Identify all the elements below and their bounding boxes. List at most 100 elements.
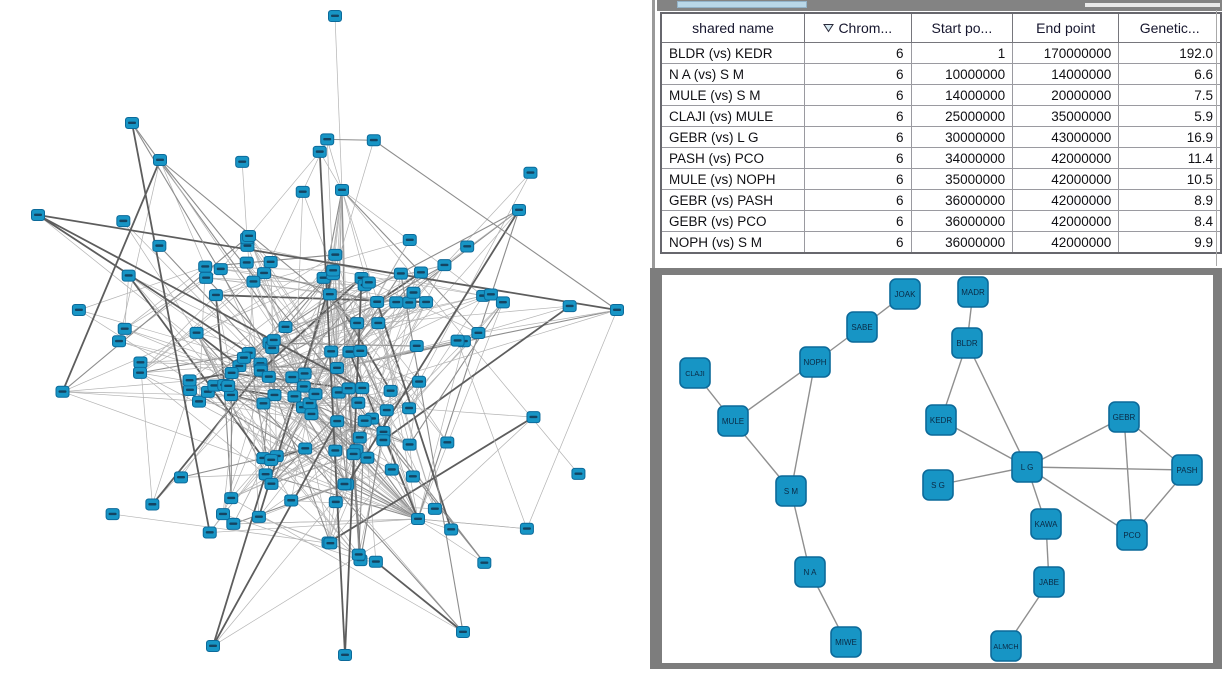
network-node[interactable] — [347, 449, 360, 460]
network-node[interactable] — [257, 398, 270, 409]
network-node[interactable] — [247, 276, 260, 287]
network-node[interactable] — [297, 381, 310, 392]
network-node[interactable] — [265, 454, 278, 465]
network-node[interactable] — [394, 268, 407, 279]
subnetwork-node-noph[interactable]: NOPH — [800, 347, 830, 377]
network-node[interactable] — [200, 272, 213, 283]
network-node[interactable] — [32, 210, 45, 221]
network-node[interactable] — [153, 240, 166, 251]
subnetwork-node-kawa[interactable]: KAWA — [1031, 509, 1061, 539]
subnetwork-node-almch[interactable]: ALMCH — [991, 631, 1021, 661]
network-node[interactable] — [243, 230, 256, 241]
subnetwork-node-n-a[interactable]: N A — [795, 557, 825, 587]
network-node[interactable] — [358, 415, 371, 426]
network-node[interactable] — [225, 367, 238, 378]
network-node[interactable] — [324, 538, 337, 549]
network-node[interactable] — [336, 185, 349, 196]
network-node[interactable] — [472, 328, 485, 339]
network-node[interactable] — [236, 156, 249, 167]
subnetwork-node-pash[interactable]: PASH — [1172, 455, 1202, 485]
network-node[interactable] — [329, 11, 342, 22]
network-node[interactable] — [126, 118, 139, 129]
network-node[interactable] — [56, 386, 69, 397]
network-node[interactable] — [496, 297, 509, 308]
network-node[interactable] — [354, 346, 367, 357]
network-node[interactable] — [175, 472, 188, 483]
network-node[interactable] — [288, 391, 301, 402]
subnetwork-node-s-g[interactable]: S G — [923, 470, 953, 500]
network-node[interactable] — [299, 443, 312, 454]
network-node[interactable] — [296, 186, 309, 197]
network-node[interactable] — [403, 234, 416, 245]
subnetwork-node-jabe[interactable]: JABE — [1034, 567, 1064, 597]
network-node[interactable] — [298, 368, 311, 379]
network-node[interactable] — [327, 265, 340, 276]
subnetwork-node-joak[interactable]: JOAK — [890, 279, 920, 309]
network-node[interactable] — [377, 435, 390, 446]
network-node[interactable] — [362, 277, 375, 288]
network-node[interactable] — [438, 260, 451, 271]
network-node[interactable] — [122, 270, 135, 281]
network-node[interactable] — [154, 155, 167, 166]
network-node[interactable] — [428, 503, 441, 514]
network-node[interactable] — [237, 352, 250, 363]
subnetwork-node-s-m[interactable]: S M — [776, 476, 806, 506]
network-node[interactable] — [279, 322, 292, 333]
network-node[interactable] — [351, 318, 364, 329]
network-node[interactable] — [527, 412, 540, 423]
network-node[interactable] — [72, 304, 85, 315]
filter-funnel-icon[interactable] — [823, 23, 834, 33]
column-header-4[interactable]: Genetic... — [1119, 13, 1221, 43]
network-node[interactable] — [413, 376, 426, 387]
network-node[interactable] — [331, 363, 344, 374]
network-node[interactable] — [524, 167, 537, 178]
network-node[interactable] — [325, 346, 338, 357]
network-node[interactable] — [420, 297, 433, 308]
network-node[interactable] — [478, 557, 491, 568]
network-node[interactable] — [361, 452, 374, 463]
network-node[interactable] — [457, 627, 470, 638]
network-node[interactable] — [513, 205, 526, 216]
subnetwork-node-pco[interactable]: PCO — [1117, 520, 1147, 550]
network-node[interactable] — [331, 416, 344, 427]
network-node[interactable] — [342, 383, 355, 394]
network-node[interactable] — [222, 380, 235, 391]
network-node[interactable] — [183, 375, 196, 386]
main-network-panel[interactable] — [0, 0, 652, 669]
subnetwork-node-kedr[interactable]: KEDR — [926, 405, 956, 435]
network-node[interactable] — [106, 509, 119, 520]
network-node[interactable] — [323, 289, 336, 300]
network-node[interactable] — [371, 296, 384, 307]
subnetwork-node-miwe[interactable]: MIWE — [831, 627, 861, 657]
network-node[interactable] — [563, 301, 576, 312]
network-node[interactable] — [520, 523, 533, 534]
column-header-2[interactable]: Start po... — [911, 13, 1013, 43]
network-node[interactable] — [190, 327, 203, 338]
network-node[interactable] — [352, 549, 365, 560]
network-node[interactable] — [441, 437, 454, 448]
network-node[interactable] — [390, 297, 403, 308]
network-node[interactable] — [207, 641, 220, 652]
network-node[interactable] — [484, 289, 497, 300]
network-node[interactable] — [240, 257, 253, 268]
network-node[interactable] — [329, 497, 342, 508]
network-node[interactable] — [265, 478, 278, 489]
network-node[interactable] — [134, 367, 147, 378]
subnetwork-node-claji[interactable]: CLAJI — [680, 358, 710, 388]
network-node[interactable] — [117, 216, 130, 227]
network-node[interactable] — [309, 389, 322, 400]
column-header-1[interactable]: Chrom... — [805, 13, 912, 43]
column-header-0[interactable]: shared name — [661, 13, 805, 43]
network-node[interactable] — [380, 405, 393, 416]
network-node[interactable] — [134, 357, 147, 368]
network-node[interactable] — [214, 264, 227, 275]
table-panel-scrollbar-fragment[interactable] — [1085, 3, 1220, 7]
network-node[interactable] — [403, 439, 416, 450]
